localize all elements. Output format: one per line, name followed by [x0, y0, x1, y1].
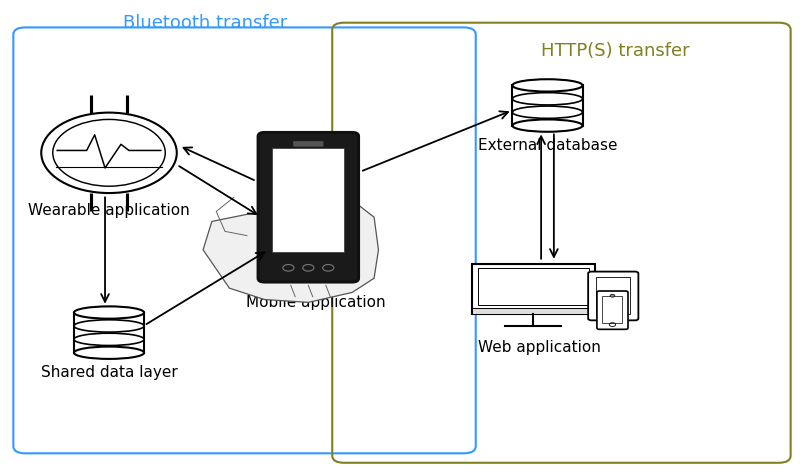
Ellipse shape	[513, 93, 582, 105]
Bar	[74, 313, 144, 353]
Ellipse shape	[513, 119, 582, 132]
Bar	[596, 278, 630, 314]
Ellipse shape	[74, 320, 144, 332]
Text: Bluetooth transfer: Bluetooth transfer	[122, 14, 287, 32]
Text: External database: External database	[478, 138, 618, 153]
Ellipse shape	[74, 333, 144, 346]
Ellipse shape	[513, 79, 582, 91]
Text: HTTP(S) transfer: HTTP(S) transfer	[541, 42, 690, 60]
FancyBboxPatch shape	[273, 148, 344, 252]
FancyBboxPatch shape	[597, 291, 628, 329]
FancyBboxPatch shape	[294, 141, 323, 146]
Bar	[478, 268, 589, 305]
Bar	[513, 85, 582, 126]
Ellipse shape	[74, 347, 144, 359]
Ellipse shape	[513, 106, 582, 119]
Text: Mobile application: Mobile application	[246, 295, 386, 310]
FancyBboxPatch shape	[588, 272, 638, 320]
Text: Wearable application: Wearable application	[28, 202, 190, 218]
Circle shape	[42, 113, 177, 193]
Text: Web application: Web application	[478, 340, 601, 355]
FancyBboxPatch shape	[472, 264, 595, 314]
Polygon shape	[203, 200, 378, 302]
Bar	[602, 296, 622, 323]
Text: Shared data layer: Shared data layer	[41, 365, 178, 380]
Ellipse shape	[74, 307, 144, 319]
Circle shape	[610, 294, 615, 297]
FancyBboxPatch shape	[258, 132, 358, 282]
Bar	[472, 308, 595, 314]
